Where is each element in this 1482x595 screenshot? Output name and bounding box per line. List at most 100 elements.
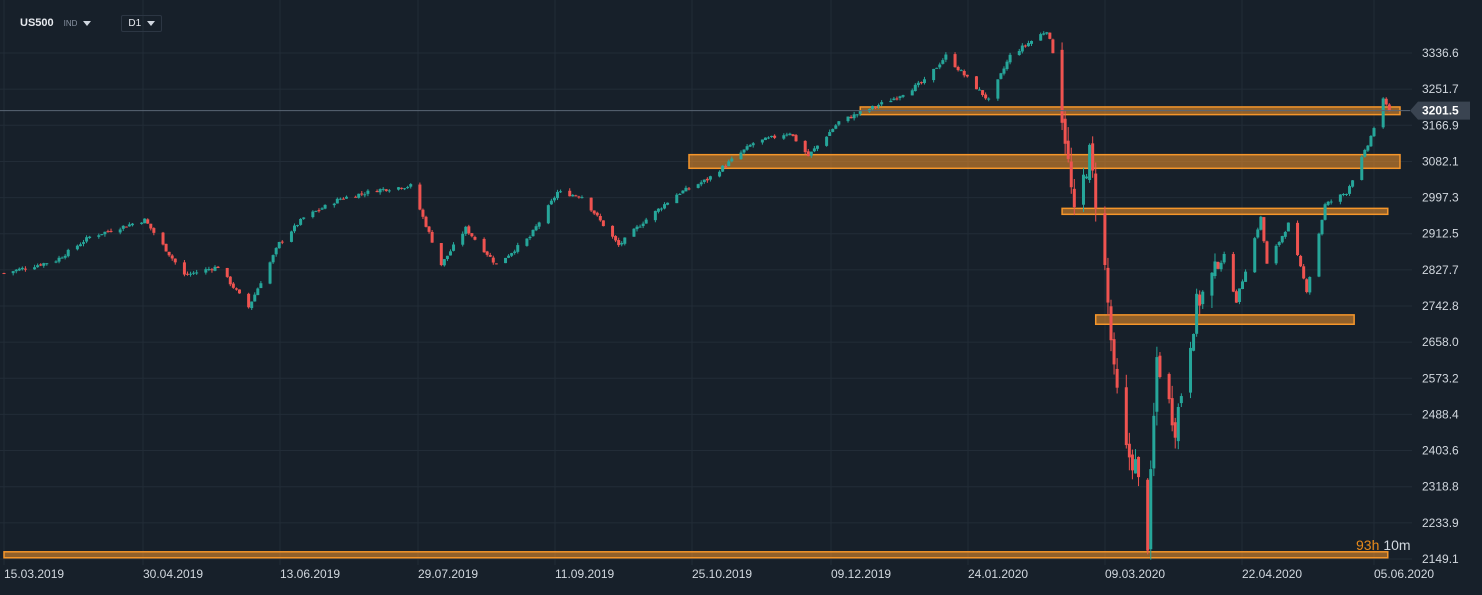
candle	[106, 229, 110, 233]
candle-body	[1020, 45, 1024, 52]
candle-body	[1323, 204, 1327, 220]
candle	[63, 254, 67, 260]
candle	[1176, 403, 1180, 450]
timeframe-select[interactable]: D1	[121, 14, 163, 32]
candle	[442, 259, 446, 267]
candle-body	[718, 171, 722, 177]
candle	[684, 185, 688, 192]
candle-body	[124, 226, 128, 228]
candle	[289, 230, 293, 243]
candle-body	[880, 102, 884, 105]
candle-body	[1210, 272, 1214, 296]
candle	[381, 187, 385, 192]
candle-body	[510, 253, 514, 256]
candle	[1216, 261, 1220, 270]
candle-body	[656, 208, 660, 212]
candle	[1360, 154, 1364, 181]
candle	[467, 224, 471, 235]
candle	[274, 247, 278, 257]
candle	[1372, 126, 1376, 138]
candle	[996, 79, 1000, 101]
candle-body	[855, 114, 859, 116]
candle-body	[320, 208, 324, 210]
date-tick-label: 09.03.2020	[1105, 567, 1165, 581]
price-zone	[688, 153, 1401, 170]
candle	[403, 187, 407, 191]
candle-body	[941, 60, 945, 64]
symbol-dropdown-icon[interactable]	[83, 20, 92, 26]
candle-body	[620, 242, 624, 245]
candle-body	[149, 223, 153, 229]
candle-body	[140, 222, 144, 224]
candle	[687, 186, 691, 191]
candle	[510, 252, 514, 258]
candle	[354, 195, 358, 198]
candle-body	[770, 135, 774, 138]
candle-body	[427, 226, 431, 232]
candle	[880, 100, 884, 107]
candle	[1244, 269, 1248, 282]
candle	[421, 208, 425, 220]
price-tick-label: 2488.4	[1422, 407, 1459, 421]
candle-body	[641, 223, 645, 227]
candle-body	[580, 197, 584, 199]
candle	[1072, 178, 1076, 216]
candle-body	[57, 257, 61, 262]
current-price-label: 3201.5	[1422, 104, 1459, 118]
candle-body	[164, 243, 168, 252]
candle	[57, 255, 61, 264]
candle-body	[2, 273, 6, 275]
candle-body	[788, 133, 792, 135]
candle-body	[910, 90, 914, 96]
countdown-hours: 93h	[1356, 537, 1379, 553]
candle	[745, 144, 749, 151]
candle-body	[299, 218, 303, 225]
candle	[1091, 136, 1095, 178]
candle-body	[293, 225, 297, 232]
current-price-marker	[1410, 101, 1470, 120]
candle-body	[1069, 161, 1073, 188]
price-tick-label: 2573.2	[1422, 371, 1459, 385]
candle	[552, 196, 556, 203]
candle-body	[485, 251, 489, 255]
candle	[1167, 372, 1171, 404]
candle-body	[595, 212, 599, 216]
candle-body	[809, 151, 813, 156]
candle-body	[360, 193, 364, 195]
price-tick-label: 2827.7	[1422, 263, 1459, 277]
candle	[357, 193, 361, 199]
candle	[1133, 449, 1137, 474]
candle	[225, 267, 229, 278]
candle-body	[767, 137, 771, 139]
candle	[1124, 374, 1128, 449]
candle-body	[1329, 201, 1333, 203]
candle-body	[1008, 54, 1012, 63]
candle-body	[1173, 422, 1177, 438]
candle	[42, 262, 46, 268]
candle	[234, 287, 238, 291]
candle	[100, 234, 104, 236]
candle	[623, 237, 627, 246]
candle-body	[996, 79, 1000, 99]
date-tick-label: 25.10.2019	[692, 567, 752, 581]
timeframe-label: D1	[128, 17, 142, 29]
candle-body	[1002, 68, 1006, 74]
candle	[1048, 32, 1052, 40]
candle-body	[528, 236, 532, 239]
candle-body	[247, 293, 251, 308]
candle	[1066, 127, 1070, 163]
symbol-label[interactable]: US500	[20, 17, 54, 29]
candle-body	[828, 132, 832, 136]
candle	[696, 183, 700, 189]
candle	[656, 208, 660, 214]
candle-body	[375, 191, 379, 193]
candle	[705, 177, 709, 183]
candle-body	[78, 244, 82, 247]
candle-body	[1048, 32, 1052, 39]
candle-body	[932, 68, 936, 81]
timeframe-dropdown-icon[interactable]	[147, 20, 156, 26]
candle-body	[192, 272, 196, 274]
